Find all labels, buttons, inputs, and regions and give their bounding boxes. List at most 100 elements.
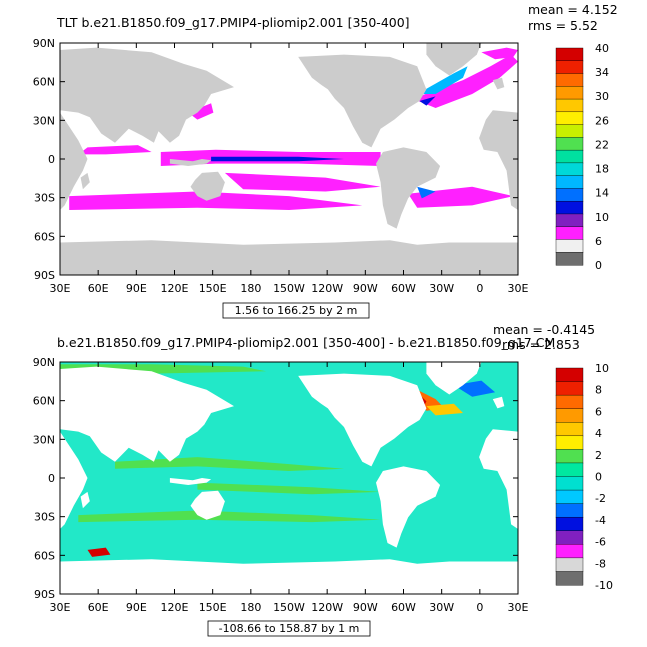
x-tick-label: 90W: [353, 282, 378, 295]
x-tick-label: 90W: [353, 601, 378, 614]
colorbar-swatch: [555, 213, 584, 228]
x-tick-label: 30E: [50, 601, 71, 614]
land-antarctica: [60, 240, 518, 275]
colorbar-label: -10: [595, 579, 613, 592]
y-tick-label: 30S: [34, 192, 55, 205]
panel-bottom-colorbar: 10 8 6 4 2 0 -2 -4 -6 -8 -10: [555, 362, 613, 592]
land-africa: [60, 112, 88, 210]
x-tick-label: 0: [476, 282, 483, 295]
colorbar-swatch: [555, 239, 584, 253]
colorbar-label: 0: [595, 471, 602, 484]
land-eurasia: [60, 366, 234, 462]
x-tick-label: 120E: [161, 601, 189, 614]
y-tick-label: 60N: [33, 395, 55, 408]
land-samerica: [376, 466, 441, 548]
land-namerica: [298, 373, 427, 467]
colorbar-swatch: [555, 557, 584, 572]
colorbar-swatch: [555, 571, 584, 586]
colorbar-swatch: [555, 47, 584, 62]
colorbar-swatch: [555, 394, 584, 410]
land-samerica: [376, 147, 441, 229]
colorbar-swatch: [555, 200, 584, 215]
colorbar-swatch: [555, 252, 584, 266]
x-tick-label: 150E: [199, 282, 227, 295]
colorbar-label: 22: [595, 138, 609, 151]
panel-bottom-range-label: -108.66 to 158.87 by 1 m: [219, 622, 360, 635]
colorbar-swatch: [555, 422, 584, 437]
x-tick-label: 150W: [273, 601, 305, 614]
land-antarctica: [60, 559, 518, 594]
x-tick-label: 30E: [508, 282, 529, 295]
colorbar-swatch: [555, 435, 584, 450]
colorbar-label: 6: [595, 405, 602, 418]
panel-bottom-y-axis: 90N 60N 30N 0 30S 60S 90S: [33, 356, 518, 601]
land-eurasia: [60, 47, 234, 143]
colorbar-swatch: [555, 124, 584, 138]
panel-bottom-x-axis: 30E 60E 90E 120E 150E 180 150W 120W 90W 60W 30W 0 30…: [50, 362, 529, 614]
colorbar-label: -2: [595, 492, 606, 505]
colorbar-swatch: [555, 449, 584, 464]
colorbar-swatch: [555, 111, 584, 126]
x-tick-label: 150W: [273, 282, 305, 295]
panel-top: TLT b.e21.B1850.f09_g17.PMIP4-pliomip2.0…: [33, 2, 618, 319]
anomaly-patch: [115, 457, 344, 471]
colorbar-label: -6: [595, 536, 606, 549]
colorbar-label: 0: [595, 259, 602, 272]
x-tick-label: 30W: [429, 282, 454, 295]
land-namerica: [298, 54, 427, 148]
land-madagascar: [80, 172, 90, 190]
colorbar-swatch: [555, 226, 584, 240]
colorbar-swatch: [555, 462, 584, 478]
y-tick-label: 60N: [33, 76, 55, 89]
x-tick-label: 180: [240, 601, 261, 614]
colorbar-label: 4: [595, 427, 602, 440]
colorbar-label: 10: [595, 362, 609, 375]
land-madagascar: [80, 491, 90, 509]
colorbar-label: 14: [595, 187, 609, 200]
x-tick-label: 0: [476, 601, 483, 614]
colorbar-swatch: [555, 381, 584, 396]
y-tick-label: 60S: [34, 230, 55, 243]
panel-top-rms: rms = 5.52: [528, 18, 598, 33]
colorbar-swatch: [555, 149, 584, 164]
panel-top-y-axis: 90N 60N 30N 0 30S 60S 90S: [33, 37, 518, 282]
anomaly-patch: [211, 156, 344, 162]
land-australia: [190, 490, 225, 520]
land-africa_w: [479, 429, 518, 529]
panel-top-x-axis: 30E 60E 90E 120E 150E 180 150W 120W 90W 60W 30W 0 30…: [50, 43, 529, 295]
anomaly-patch: [419, 96, 436, 106]
y-tick-label: 90N: [33, 37, 55, 50]
y-tick-label: 30S: [34, 511, 55, 524]
y-tick-label: 0: [48, 472, 55, 485]
y-tick-label: 30N: [33, 114, 55, 127]
x-tick-label: 180: [240, 282, 261, 295]
land-africa: [60, 431, 88, 529]
colorbar-swatch: [555, 73, 584, 87]
x-tick-label: 120W: [311, 601, 343, 614]
y-tick-label: 90S: [34, 588, 55, 601]
panel-bottom-title: b.e21.B1850.f09_g17.PMIP4-pliomip2.001 […: [57, 335, 555, 350]
panel-bottom-map: [60, 362, 518, 594]
colorbar-swatch: [555, 476, 584, 491]
x-tick-label: 30W: [429, 601, 454, 614]
colorbar-swatch: [555, 489, 584, 505]
colorbar-label: 10: [595, 211, 609, 224]
x-tick-label: 30E: [50, 282, 71, 295]
colorbar-label: 34: [595, 66, 609, 79]
colorbar-swatch: [555, 530, 584, 545]
land-indonesia: [169, 159, 212, 166]
anomaly-patch: [412, 54, 518, 108]
land-greenland: [426, 362, 482, 395]
anomaly-patch: [188, 103, 214, 120]
y-tick-label: 90S: [34, 269, 55, 282]
x-tick-label: 60E: [88, 601, 109, 614]
panel-top-range-box: 1.56 to 166.25 by 2 m: [222, 302, 370, 319]
anomaly-patch: [78, 510, 381, 523]
x-tick-label: 150E: [199, 601, 227, 614]
colorbar-swatch: [555, 367, 584, 383]
colorbar-label: 2: [595, 449, 602, 462]
panel-bottom: b.e21.B1850.f09_g17.PMIP4-pliomip2.001 […: [33, 322, 613, 637]
land-indonesia: [169, 478, 212, 485]
colorbar-label: 26: [595, 114, 609, 127]
x-tick-label: 90E: [126, 601, 147, 614]
